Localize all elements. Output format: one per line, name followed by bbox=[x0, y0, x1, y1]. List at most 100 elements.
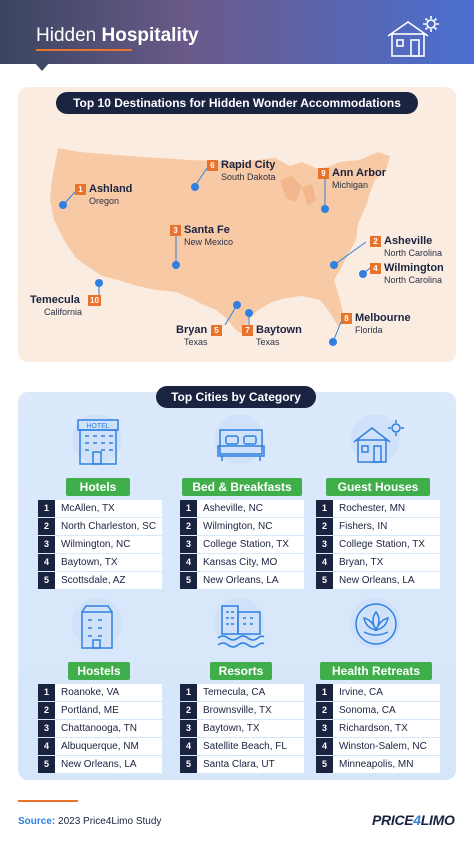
list-item: 2 Fishers, IN bbox=[316, 518, 440, 535]
svg-text:HOTEL: HOTEL bbox=[86, 423, 109, 430]
marker-city: Melbourne bbox=[355, 312, 411, 324]
list-item: 3 Wilmington, NC bbox=[38, 536, 162, 553]
list-item: 4 Bryan, TX bbox=[316, 554, 440, 571]
bed-icon bbox=[202, 414, 278, 474]
category-list: 1 Asheville, NC 2 Wilmington, NC 3 College … bbox=[180, 500, 304, 590]
list-item: 3 College Station, TX bbox=[316, 536, 440, 553]
map-dot-santa-fe bbox=[172, 261, 180, 269]
list-item: 2 Brownsville, TX bbox=[180, 702, 304, 719]
marker-state: Florida bbox=[355, 325, 383, 335]
marker-city: Bryan bbox=[176, 324, 208, 336]
title-part-2: Hospitality bbox=[101, 25, 199, 46]
source-note: Source: 2023 Price4Limo Study bbox=[18, 816, 161, 827]
list-item: 5 New Orleans, LA bbox=[38, 756, 162, 773]
category-list: 1 McAllen, TX 2 North Charleston, SC 3 Wilm… bbox=[38, 500, 162, 590]
category-list: 1 Roanoke, VA 2 Portland, ME 3 Chattanooga,… bbox=[38, 684, 162, 774]
house-sun-icon bbox=[387, 16, 439, 57]
footer-divider bbox=[18, 800, 78, 802]
marker-rank: 5 bbox=[211, 325, 222, 336]
marker-rank: 1 bbox=[75, 184, 86, 195]
marker-rank: 9 bbox=[318, 168, 329, 179]
title-underline bbox=[36, 49, 132, 51]
page-title: Hidden Hospitality bbox=[36, 25, 199, 47]
list-item: 4 Winston-Salem, NC bbox=[316, 738, 440, 755]
list-item: 2 Portland, ME bbox=[38, 702, 162, 719]
marker-city: Asheville bbox=[384, 235, 433, 247]
map-dot-asheville bbox=[330, 261, 338, 269]
marker-rank: 4 bbox=[370, 263, 381, 274]
marker-rank: 8 bbox=[341, 313, 352, 324]
map-dot-rapid-city bbox=[191, 183, 199, 191]
category-list: 1 Rochester, MN 2 Fishers, IN 3 College Sta… bbox=[316, 500, 440, 590]
list-item: 2 North Charleston, SC bbox=[38, 518, 162, 535]
list-item: 3 Baytown, TX bbox=[180, 720, 304, 737]
list-item: 1 McAllen, TX bbox=[38, 500, 162, 517]
marker-state: Oregon bbox=[89, 196, 120, 206]
marker-city: Ann Arbor bbox=[332, 167, 386, 179]
list-item: 1 Temecula, CA bbox=[180, 684, 304, 701]
map-dot-baytown bbox=[245, 309, 253, 317]
marker-rank: 6 bbox=[207, 160, 218, 171]
marker-rank: 7 bbox=[242, 325, 253, 336]
marker-state: Texas bbox=[256, 337, 280, 347]
header-tail bbox=[34, 62, 50, 71]
hostel-building-icon bbox=[60, 598, 136, 658]
list-item: 3 College Station, TX bbox=[180, 536, 304, 553]
category-label: Bed & Breakfasts bbox=[182, 478, 302, 496]
marker-rank: 10 bbox=[88, 295, 101, 306]
category-label: Hostels bbox=[68, 662, 130, 680]
marker-city: Temecula bbox=[30, 294, 80, 306]
marker-city: Ashland bbox=[89, 183, 133, 195]
category-title: Top Cities by Category bbox=[156, 386, 316, 408]
marker-state: New Mexico bbox=[184, 237, 234, 247]
marker-state: South Dakota bbox=[221, 172, 276, 182]
marker-state: North Carolina bbox=[384, 275, 443, 285]
source-text: 2023 Price4Limo Study bbox=[58, 816, 162, 827]
list-item: 5 Santa Clara, UT bbox=[180, 756, 304, 773]
list-item: 5 New Orleans, LA bbox=[316, 572, 440, 589]
category-list: 1 Irvine, CA 2 Sonoma, CA 3 Richardson, TX … bbox=[316, 684, 440, 774]
category-label: Resorts bbox=[210, 662, 272, 680]
map-dot-bryan bbox=[233, 301, 241, 309]
category-label: Hotels bbox=[66, 478, 130, 496]
list-item: 4 Baytown, TX bbox=[38, 554, 162, 571]
category-list: 1 Temecula, CA 2 Brownsville, TX 3 Baytown,… bbox=[180, 684, 304, 774]
resort-pool-icon bbox=[202, 598, 278, 658]
marker-state: North Carolina bbox=[384, 248, 443, 258]
title-part-1: Hidden bbox=[36, 25, 97, 46]
marker-state: Michigan bbox=[332, 180, 369, 190]
list-item: 1 Irvine, CA bbox=[316, 684, 440, 701]
list-item: 2 Wilmington, NC bbox=[180, 518, 304, 535]
list-item: 4 Satellite Beach, FL bbox=[180, 738, 304, 755]
usa-map bbox=[50, 148, 390, 336]
list-item: 3 Richardson, TX bbox=[316, 720, 440, 737]
marker-state: Texas bbox=[184, 337, 208, 347]
list-item: 4 Albuquerque, NM bbox=[38, 738, 162, 755]
source-label: Source: bbox=[18, 816, 56, 827]
map-title: Top 10 Destinations for Hidden Wonder Ac… bbox=[56, 92, 418, 114]
list-item: 5 New Orleans, LA bbox=[180, 572, 304, 589]
marker-rank: 3 bbox=[170, 225, 181, 236]
map-dot-melbourne bbox=[329, 338, 337, 346]
marker-rank: 2 bbox=[370, 236, 381, 247]
guest-house-icon bbox=[338, 414, 414, 474]
marker-city: Wilmington bbox=[384, 262, 444, 274]
category-label: Health Retreats bbox=[320, 662, 432, 680]
marker-city: Rapid City bbox=[221, 159, 276, 171]
list-item: 3 Chattanooga, TN bbox=[38, 720, 162, 737]
map-dot-wilmington bbox=[359, 270, 367, 278]
header-banner: Hidden Hospitality bbox=[0, 0, 474, 71]
list-item: 1 Asheville, NC bbox=[180, 500, 304, 517]
category-label: Guest Houses bbox=[326, 478, 430, 496]
list-item: 1 Roanoke, VA bbox=[38, 684, 162, 701]
marker-city: Baytown bbox=[256, 324, 302, 336]
marker-city: Santa Fe bbox=[184, 224, 230, 236]
list-item: 5 Scottsdale, AZ bbox=[38, 572, 162, 589]
list-item: 4 Kansas City, MO bbox=[180, 554, 304, 571]
hotel-building-icon: HOTEL bbox=[60, 414, 136, 474]
list-item: 1 Rochester, MN bbox=[316, 500, 440, 517]
list-item: 2 Sonoma, CA bbox=[316, 702, 440, 719]
list-item: 5 Minneapolis, MN bbox=[316, 756, 440, 773]
map-dot-temecula bbox=[95, 279, 103, 287]
